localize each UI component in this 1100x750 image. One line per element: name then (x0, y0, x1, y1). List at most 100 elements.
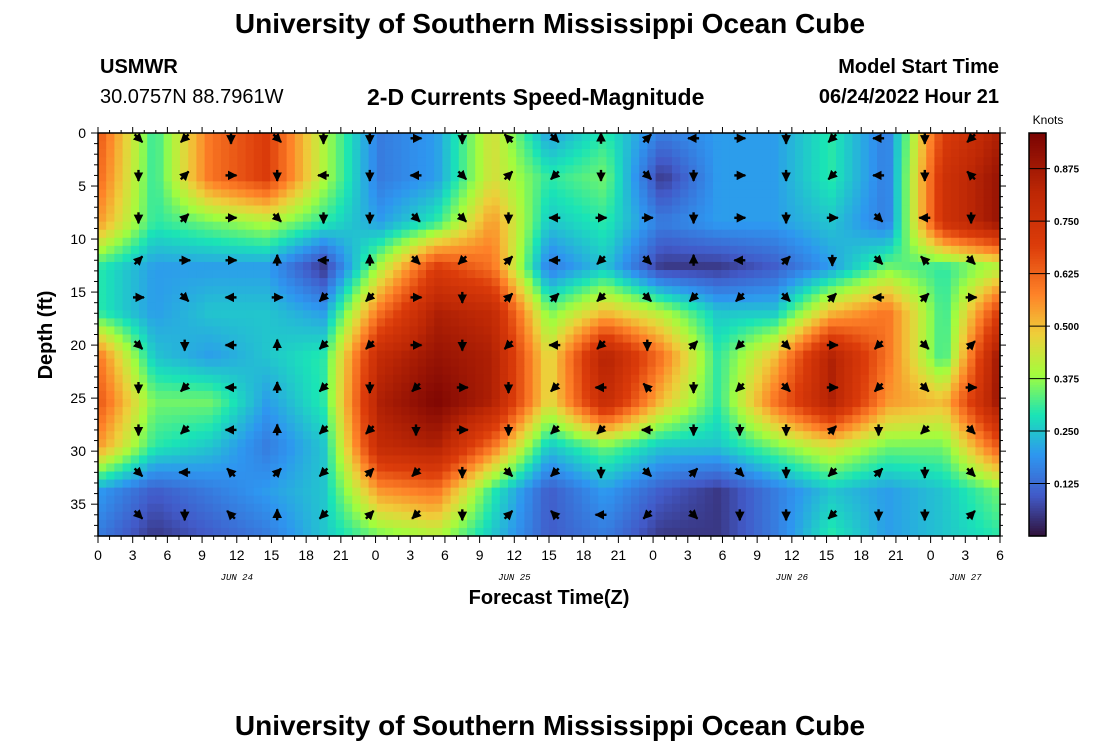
heatmap-cell (696, 189, 706, 199)
heatmap-cell (139, 197, 148, 207)
heatmap-cell (557, 302, 566, 311)
heatmap-cell (106, 181, 115, 191)
heatmap-cell (335, 431, 345, 440)
heatmap-cell (573, 157, 583, 166)
heatmap-cell (852, 318, 862, 328)
heatmap-cell (688, 181, 698, 191)
heatmap-cell (221, 471, 230, 481)
heatmap-cell (98, 133, 107, 142)
heatmap-cell (590, 358, 599, 368)
heatmap-cell (704, 294, 714, 303)
heatmap-cell (114, 253, 124, 263)
heatmap-cell (253, 318, 263, 328)
heatmap-cell (106, 245, 115, 255)
heatmap-cell (786, 229, 796, 239)
heatmap-cell (401, 310, 411, 319)
heatmap-cell (417, 366, 427, 376)
heatmap-cell (557, 447, 566, 456)
heatmap-cell (688, 270, 698, 279)
heatmap-cell (778, 326, 788, 336)
heatmap-cell (286, 487, 296, 497)
heatmap-cell (311, 431, 320, 440)
heatmap-cell (909, 326, 919, 336)
heatmap-cell (245, 294, 255, 303)
heatmap-cell (852, 326, 862, 336)
heatmap-cell (122, 294, 132, 303)
heatmap-cell (114, 149, 124, 158)
heatmap-cell (549, 390, 558, 400)
heatmap-cell (598, 334, 607, 344)
heatmap-cell (294, 358, 304, 368)
heatmap-cell (622, 455, 632, 465)
heatmap-cell (155, 382, 165, 392)
heatmap-cell (844, 261, 853, 271)
heatmap-cell (311, 455, 320, 465)
heatmap-cell (155, 350, 165, 360)
heatmap-cell (311, 261, 320, 271)
heatmap-cell (852, 197, 862, 207)
heatmap-cell (606, 310, 616, 319)
heatmap-cell (745, 173, 755, 182)
heatmap-cell (409, 455, 419, 465)
heatmap-cell (549, 431, 558, 440)
heatmap-cell (204, 326, 214, 336)
heatmap-cell (573, 471, 583, 481)
heatmap-cell (294, 374, 304, 384)
heatmap-cell (499, 205, 509, 215)
heatmap-cell (393, 270, 402, 279)
heatmap-cell (278, 390, 288, 400)
heatmap-cell (401, 245, 411, 255)
heatmap-cell (352, 245, 361, 255)
heatmap-cell (967, 141, 976, 150)
heatmap-cell (401, 133, 411, 142)
heatmap-cell (171, 181, 181, 191)
heatmap-cell (467, 407, 476, 416)
heatmap-cell (786, 326, 796, 336)
heatmap-cell (991, 270, 1001, 279)
heatmap-cell (598, 245, 607, 255)
heatmap-cell (565, 141, 575, 150)
heatmap-cell (122, 342, 132, 352)
heatmap-cell (959, 157, 968, 166)
heatmap-cell (975, 342, 985, 352)
heatmap-cell (975, 294, 985, 303)
heatmap-cell (245, 390, 255, 400)
heatmap-cell (877, 407, 886, 416)
heatmap-cell (360, 310, 370, 319)
heatmap-cell (278, 181, 288, 191)
heatmap-cell (212, 342, 222, 352)
heatmap-cell (778, 270, 788, 279)
heatmap-cell (639, 270, 648, 279)
heatmap-cell (483, 270, 493, 279)
heatmap-cell (770, 374, 780, 384)
heatmap-cell (655, 205, 665, 215)
heatmap-cell (122, 495, 132, 505)
heatmap-cell (729, 261, 739, 271)
heatmap-cell (704, 318, 714, 328)
heatmap-cell (204, 398, 214, 408)
heatmap-cell (467, 342, 476, 352)
heatmap-cell (918, 286, 927, 295)
heatmap-cell (163, 471, 173, 481)
heatmap-cell (860, 455, 870, 465)
heatmap-cell (934, 366, 944, 376)
heatmap-cell (270, 141, 279, 150)
heatmap-cell (385, 237, 394, 247)
heatmap-cell (573, 431, 583, 440)
heatmap-cell (237, 326, 247, 336)
heatmap-cell (680, 423, 689, 432)
heatmap-cell (385, 415, 394, 424)
heatmap-cell (606, 173, 616, 182)
heatmap-cell (819, 390, 829, 400)
heatmap-cell (360, 439, 370, 448)
heatmap-cell (811, 302, 821, 311)
heatmap-cell (639, 237, 648, 247)
heatmap-cell (622, 439, 632, 448)
heatmap-cell (163, 245, 173, 255)
heatmap-cell (762, 382, 771, 392)
heatmap-cell (655, 294, 665, 303)
heatmap-cell (680, 286, 689, 295)
heatmap-cell (926, 439, 935, 448)
heatmap-cell (106, 173, 115, 182)
heatmap-cell (975, 237, 985, 247)
